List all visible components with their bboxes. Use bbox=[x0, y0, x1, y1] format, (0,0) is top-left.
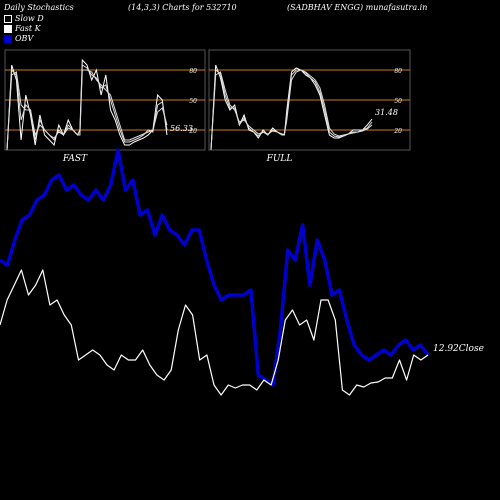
fast-series-line bbox=[6, 64, 168, 151]
legend-obv: OBV bbox=[4, 34, 33, 43]
close-price-label: 12.92Close bbox=[433, 344, 484, 354]
price-line bbox=[0, 269, 429, 396]
full-ytick: 50 bbox=[394, 98, 402, 105]
full-panel-title: FULL bbox=[266, 154, 293, 164]
full-ytick: 20 bbox=[393, 128, 402, 135]
full-last-value: 31.48 bbox=[375, 108, 398, 117]
chart-title: Daily Stochastics bbox=[4, 3, 74, 12]
white-square-icon bbox=[4, 24, 12, 33]
full-series-line bbox=[210, 69, 373, 151]
legend-fast-k: Fast K bbox=[4, 24, 41, 33]
legend-fast-k-label: Fast K bbox=[15, 24, 41, 33]
fast-ytick: 20 bbox=[188, 128, 197, 135]
fast-ytick: 50 bbox=[189, 98, 197, 105]
full-series-line bbox=[210, 68, 373, 151]
legend-slow-d: Slow D bbox=[4, 14, 44, 23]
chart-params: (14,3,3) Charts for 532710 bbox=[128, 3, 237, 12]
fast-series-line bbox=[6, 58, 168, 151]
hollow-square-icon bbox=[4, 14, 12, 23]
fast-ytick: 80 bbox=[189, 68, 197, 75]
fast-panel-title: FAST bbox=[62, 154, 88, 164]
legend-slow-d-label: Slow D bbox=[15, 14, 44, 23]
full-ytick: 80 bbox=[394, 68, 402, 75]
legend-obv-label: OBV bbox=[15, 34, 34, 43]
fast-series-line bbox=[6, 69, 168, 151]
fast-last-value: 56.33 bbox=[170, 124, 193, 133]
chart-symbol: (SADBHAV ENGG) munafasutra.in bbox=[287, 3, 428, 12]
blue-square-icon bbox=[4, 34, 12, 43]
obv-line bbox=[0, 148, 430, 387]
